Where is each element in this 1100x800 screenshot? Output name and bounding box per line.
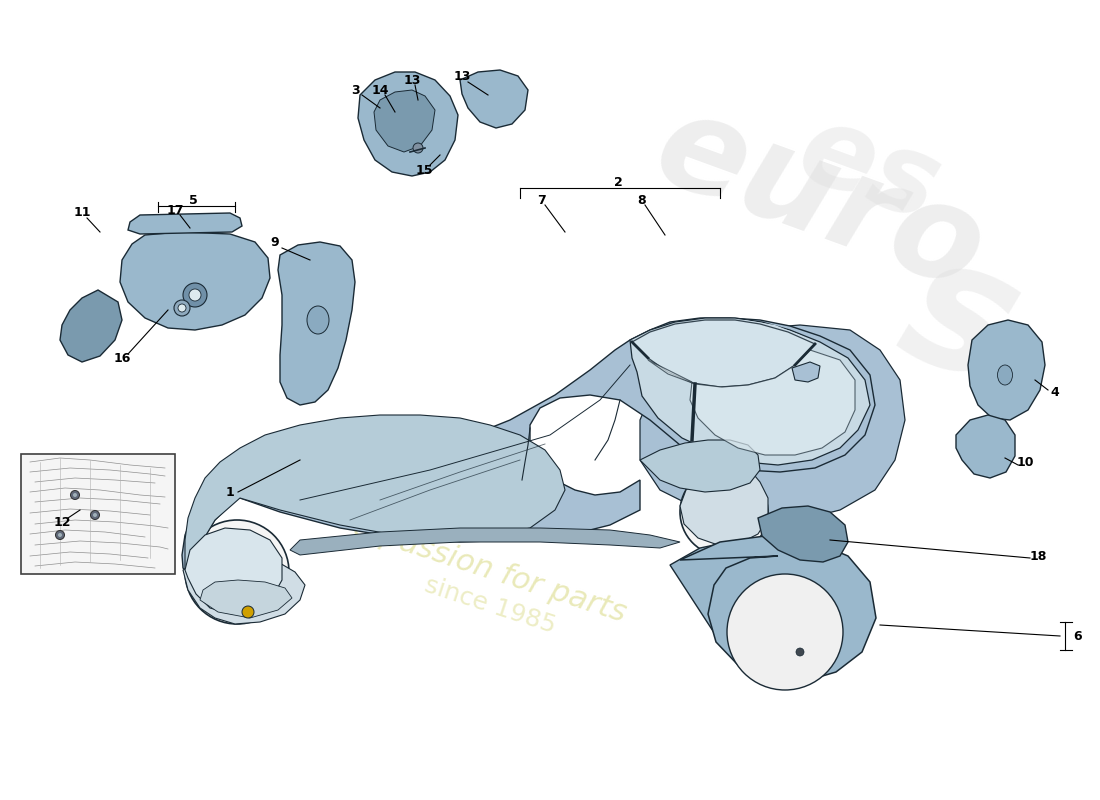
Ellipse shape [307,306,329,334]
Circle shape [178,304,186,312]
Text: 12: 12 [53,515,70,529]
Circle shape [58,533,62,537]
Polygon shape [792,362,820,382]
Polygon shape [956,415,1015,478]
Text: 13: 13 [404,74,420,86]
Polygon shape [680,536,876,682]
Polygon shape [670,540,872,678]
Circle shape [73,493,77,497]
Circle shape [189,289,201,301]
Text: s: s [880,219,1041,421]
Polygon shape [290,528,680,555]
Polygon shape [640,440,760,492]
Polygon shape [645,320,825,348]
Text: 8: 8 [638,194,647,206]
Circle shape [183,283,207,307]
Circle shape [680,468,768,556]
Circle shape [796,648,804,656]
Polygon shape [128,213,242,234]
Text: euro: euro [639,82,1001,318]
Text: 5: 5 [188,194,197,206]
Polygon shape [182,318,874,570]
Text: 16: 16 [113,351,131,365]
Circle shape [692,480,756,544]
Circle shape [227,562,248,582]
Circle shape [242,606,254,618]
Circle shape [412,143,424,153]
Polygon shape [200,580,292,618]
Text: 15: 15 [416,163,432,177]
Text: 6: 6 [1074,630,1082,642]
Text: 18: 18 [1030,550,1047,562]
Text: 3: 3 [352,83,361,97]
Circle shape [174,300,190,316]
Text: 14: 14 [372,83,388,97]
Polygon shape [648,350,855,455]
Circle shape [715,503,733,521]
Text: 7: 7 [538,194,547,206]
Polygon shape [185,415,565,570]
Polygon shape [60,290,122,362]
Text: 4: 4 [1050,386,1059,398]
Circle shape [199,534,275,610]
Polygon shape [680,470,768,545]
Polygon shape [640,325,905,520]
Text: 10: 10 [1016,455,1034,469]
Polygon shape [358,72,458,176]
Text: 13: 13 [453,70,471,83]
Circle shape [185,520,289,624]
Text: 11: 11 [74,206,90,219]
Polygon shape [185,528,282,614]
Polygon shape [183,554,305,624]
Polygon shape [460,70,528,128]
Circle shape [70,490,79,499]
Ellipse shape [998,365,1012,385]
Polygon shape [120,232,270,330]
Text: es: es [785,95,955,245]
FancyBboxPatch shape [21,454,175,574]
Text: a passion for parts: a passion for parts [350,512,630,628]
Polygon shape [374,90,434,152]
Circle shape [55,530,65,539]
Text: 17: 17 [166,203,184,217]
Polygon shape [630,318,870,465]
Text: since 1985: since 1985 [421,573,559,638]
Circle shape [90,510,99,519]
Polygon shape [632,320,815,387]
Polygon shape [968,320,1045,420]
Text: 1: 1 [226,486,234,498]
Polygon shape [758,506,848,562]
Polygon shape [278,242,355,405]
Text: 2: 2 [614,175,623,189]
Circle shape [94,513,97,517]
Text: 9: 9 [271,237,279,250]
Circle shape [727,574,843,690]
